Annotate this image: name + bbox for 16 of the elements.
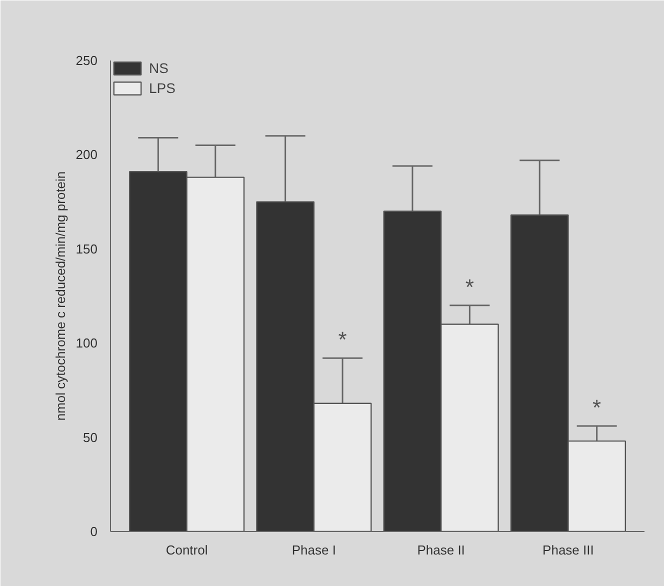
legend-label: NS	[149, 60, 169, 76]
data-label: *	[592, 394, 602, 420]
x-tick-label: Control	[166, 542, 208, 558]
y-tick-label: 200	[76, 147, 98, 162]
data-label: *	[465, 274, 474, 300]
y-tick-label: 150	[76, 241, 98, 256]
x-tick-label: Phase III	[542, 542, 594, 558]
data-label: *	[338, 327, 348, 352]
y-tick-label: 0	[90, 524, 98, 539]
y-tick-label: 250	[76, 53, 98, 68]
y-axis-title: nmol cytochrome c reduced/min/mg protein	[52, 171, 68, 421]
legend-label: LPS	[149, 80, 176, 96]
y-tick-label: 100	[76, 336, 98, 351]
x-tick-label: Phase II	[417, 542, 465, 558]
x-tick-label: Phase I	[292, 542, 336, 558]
y-tick-label: 50	[83, 430, 98, 445]
